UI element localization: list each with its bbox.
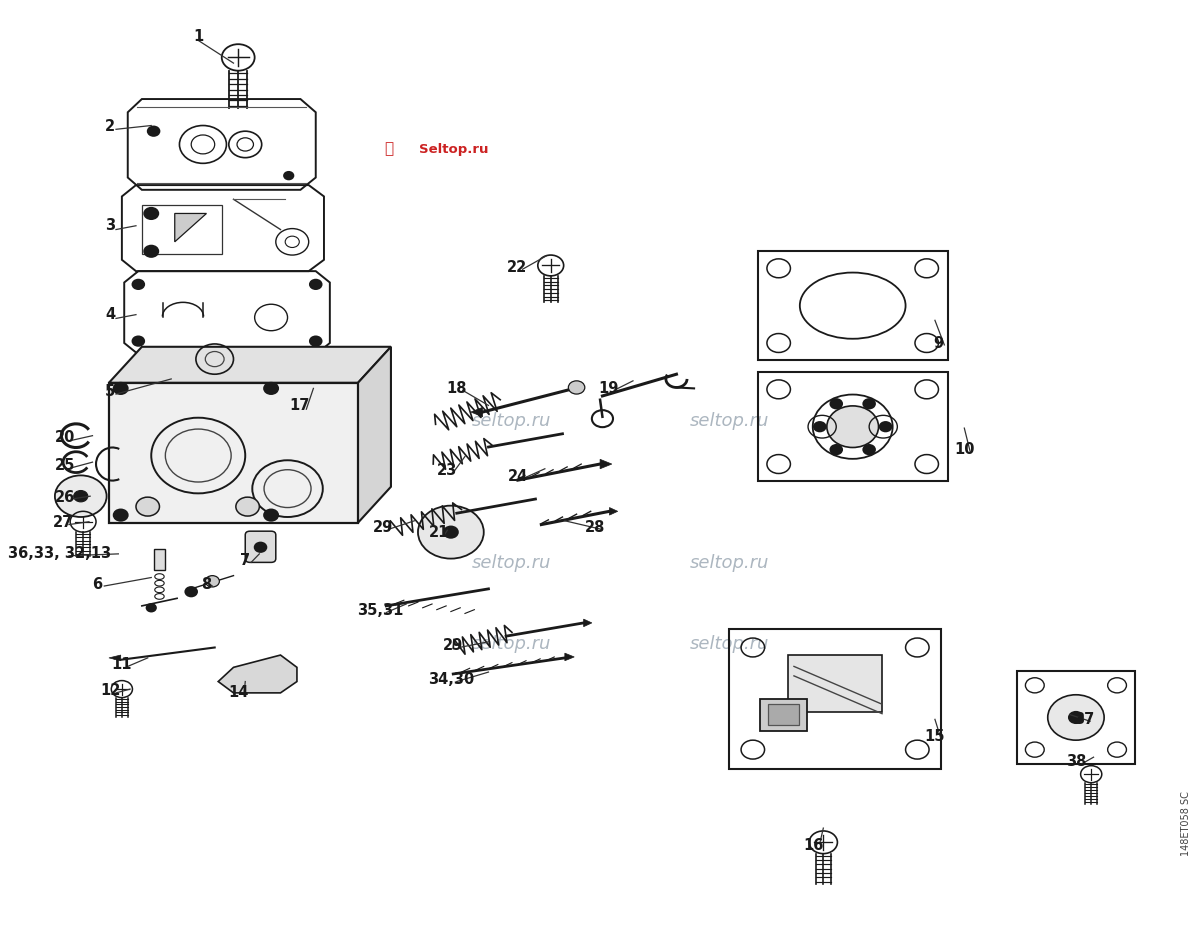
- Polygon shape: [109, 347, 391, 383]
- Text: 38: 38: [1066, 755, 1086, 769]
- Circle shape: [418, 506, 484, 559]
- Circle shape: [863, 399, 875, 408]
- Text: 35,31: 35,31: [358, 603, 403, 618]
- Circle shape: [254, 543, 266, 552]
- Text: 2: 2: [106, 119, 115, 134]
- Text: seltop.ru: seltop.ru: [473, 634, 552, 652]
- Circle shape: [146, 604, 156, 612]
- Text: 5: 5: [106, 384, 115, 399]
- Polygon shape: [358, 347, 391, 523]
- Text: 14: 14: [228, 686, 248, 701]
- Text: 25: 25: [55, 458, 76, 474]
- Circle shape: [114, 383, 127, 394]
- Circle shape: [830, 445, 842, 455]
- Circle shape: [205, 576, 220, 587]
- Circle shape: [73, 491, 88, 502]
- Polygon shape: [109, 655, 121, 661]
- Text: 19: 19: [598, 381, 618, 396]
- Text: 26: 26: [55, 490, 76, 505]
- Circle shape: [444, 527, 458, 538]
- Circle shape: [144, 245, 158, 257]
- Bar: [154, 549, 166, 570]
- Circle shape: [264, 509, 278, 521]
- Text: 11: 11: [112, 657, 132, 672]
- Polygon shape: [218, 655, 296, 693]
- Circle shape: [114, 509, 127, 521]
- Text: 20: 20: [55, 430, 76, 445]
- Bar: [768, 705, 799, 725]
- Circle shape: [148, 127, 160, 136]
- Text: 8: 8: [202, 577, 211, 592]
- Circle shape: [1048, 695, 1104, 741]
- Polygon shape: [109, 383, 358, 523]
- Text: seltop.ru: seltop.ru: [473, 554, 552, 572]
- Circle shape: [310, 279, 322, 289]
- Polygon shape: [175, 213, 206, 241]
- Text: 6: 6: [92, 577, 102, 592]
- Text: 1: 1: [193, 29, 203, 45]
- Text: 148ET058 SC: 148ET058 SC: [1181, 791, 1192, 856]
- Text: 17: 17: [289, 398, 310, 413]
- Circle shape: [144, 207, 158, 219]
- Text: 7: 7: [240, 553, 251, 568]
- Circle shape: [284, 171, 294, 179]
- Text: 24: 24: [508, 469, 528, 484]
- Text: 12: 12: [100, 684, 120, 699]
- Text: seltop.ru: seltop.ru: [473, 413, 552, 431]
- Text: 21: 21: [428, 525, 449, 540]
- Circle shape: [310, 384, 322, 393]
- Text: 29: 29: [372, 520, 392, 535]
- Circle shape: [236, 497, 259, 516]
- Circle shape: [132, 279, 144, 289]
- Text: 10: 10: [954, 442, 974, 457]
- Circle shape: [1069, 712, 1082, 724]
- Text: 28: 28: [586, 520, 606, 535]
- Circle shape: [863, 445, 875, 455]
- Text: 36,33, 32,13: 36,33, 32,13: [8, 546, 112, 562]
- Text: 37: 37: [1074, 712, 1094, 727]
- Circle shape: [880, 422, 892, 432]
- Text: seltop.ru: seltop.ru: [690, 554, 769, 572]
- Text: 18: 18: [446, 381, 467, 396]
- Circle shape: [136, 497, 160, 516]
- Bar: [142, 205, 222, 254]
- Circle shape: [830, 399, 842, 408]
- Text: 27: 27: [53, 515, 73, 530]
- Text: Seltop.ru: Seltop.ru: [419, 143, 488, 155]
- Text: 22: 22: [506, 259, 527, 275]
- Circle shape: [55, 475, 107, 517]
- Circle shape: [185, 587, 197, 597]
- Circle shape: [814, 422, 826, 432]
- Text: 29: 29: [443, 638, 463, 653]
- Text: ⓢ: ⓢ: [384, 142, 394, 156]
- Polygon shape: [470, 407, 482, 417]
- FancyBboxPatch shape: [245, 531, 276, 563]
- Text: 4: 4: [106, 307, 115, 322]
- Text: seltop.ru: seltop.ru: [690, 634, 769, 652]
- Polygon shape: [583, 619, 592, 627]
- Circle shape: [827, 406, 878, 448]
- Polygon shape: [610, 508, 618, 515]
- Polygon shape: [788, 655, 882, 712]
- Circle shape: [264, 383, 278, 394]
- Bar: [760, 699, 806, 731]
- Text: 9: 9: [934, 335, 943, 350]
- Text: 3: 3: [106, 218, 115, 233]
- Circle shape: [310, 336, 322, 346]
- Polygon shape: [600, 459, 612, 469]
- Circle shape: [569, 381, 584, 394]
- Text: 34,30: 34,30: [427, 672, 474, 688]
- Text: seltop.ru: seltop.ru: [690, 413, 769, 431]
- Text: 15: 15: [925, 729, 946, 744]
- Text: 23: 23: [437, 463, 457, 478]
- Text: 16: 16: [804, 838, 824, 852]
- Circle shape: [132, 336, 144, 346]
- Polygon shape: [565, 653, 575, 661]
